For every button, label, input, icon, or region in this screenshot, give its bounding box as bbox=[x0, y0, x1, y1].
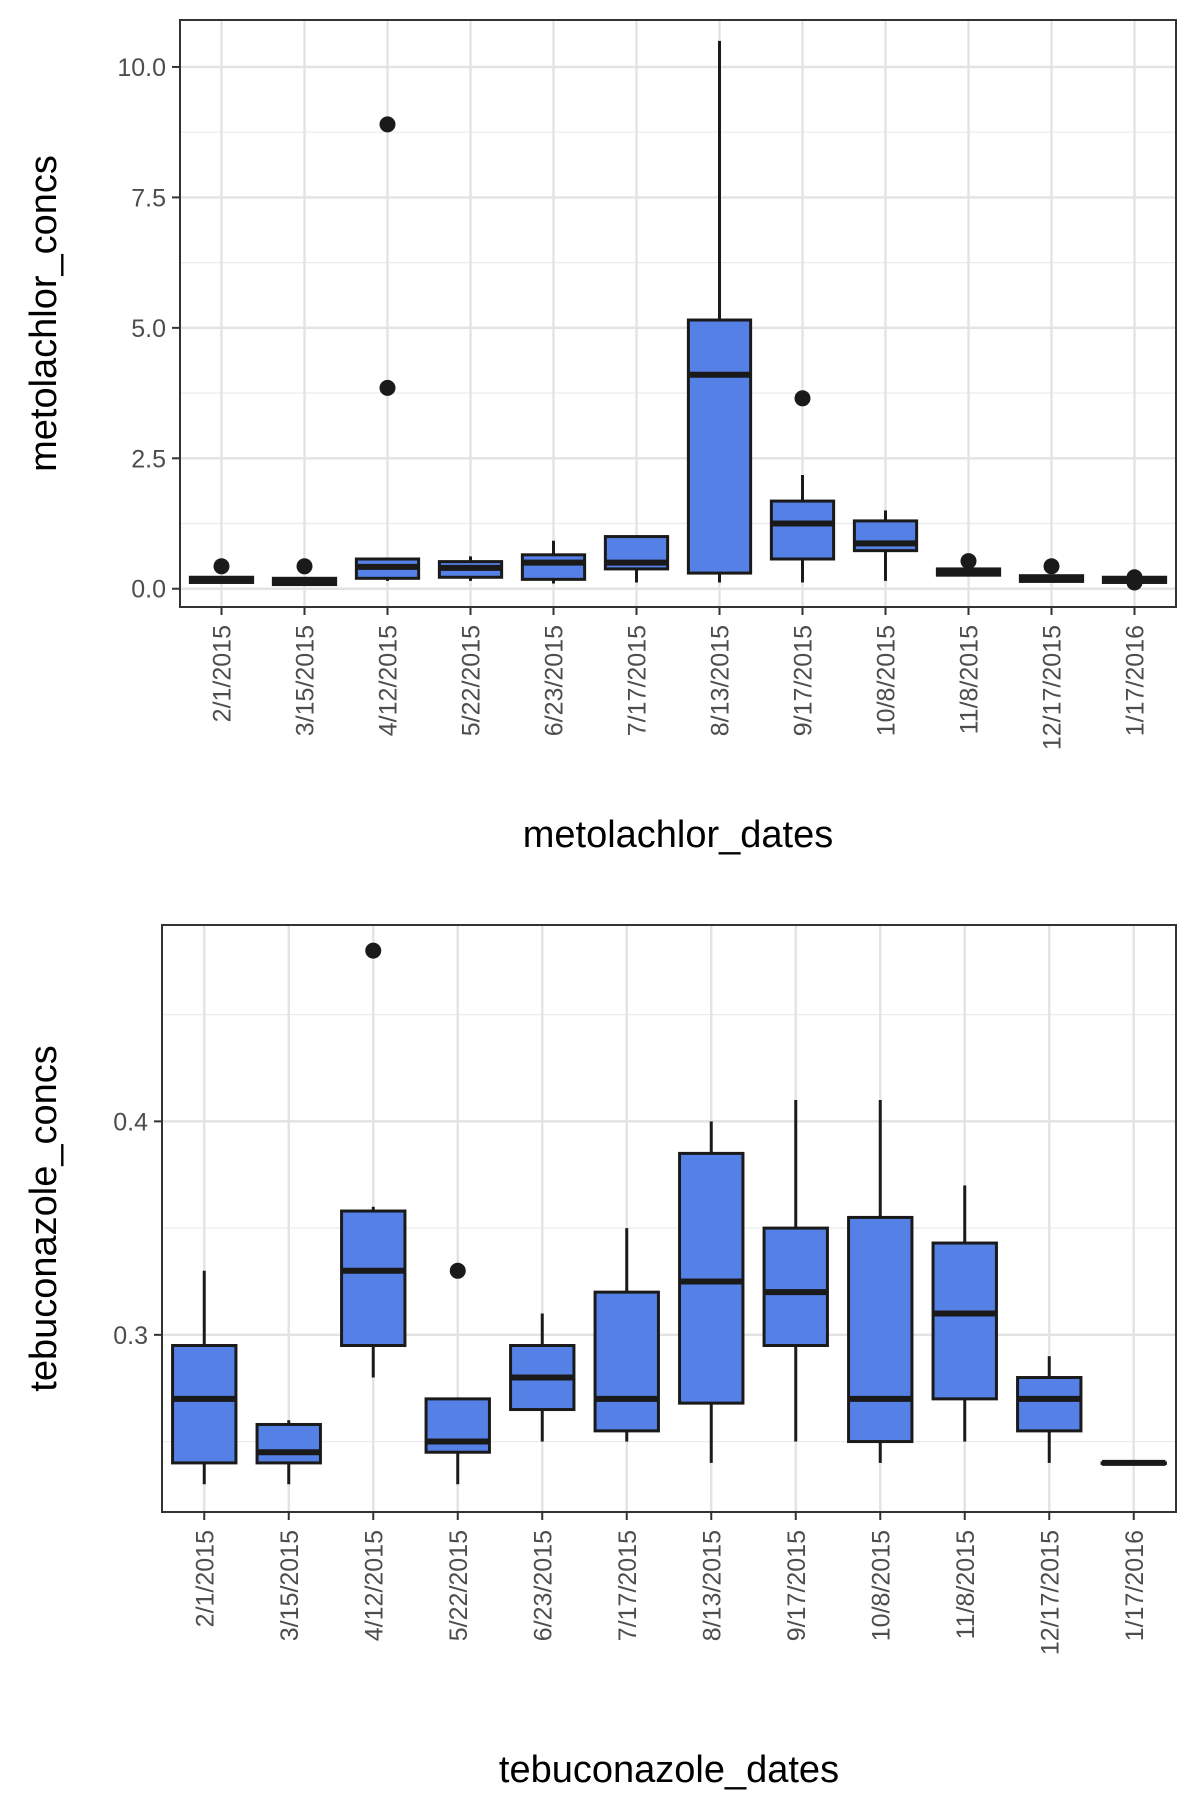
x-tick-label: 6/23/2015 bbox=[541, 625, 569, 736]
box-body bbox=[769, 499, 836, 561]
box-1/17/2016 bbox=[1100, 1459, 1167, 1466]
y-tick-label: 10.0 bbox=[117, 54, 166, 82]
outlier-point bbox=[365, 942, 382, 959]
x-tick-label: 4/12/2015 bbox=[375, 625, 403, 736]
x-tick-label: 3/15/2015 bbox=[292, 625, 320, 736]
x-tick-label: 12/17/2015 bbox=[1039, 625, 1067, 750]
box-7/17/2015 bbox=[603, 535, 670, 583]
x-tick-label: 7/17/2015 bbox=[624, 625, 652, 736]
box-body bbox=[340, 1209, 407, 1348]
outlier-point bbox=[960, 553, 977, 570]
box-3/15/2015 bbox=[271, 558, 338, 587]
x-tick-label: 4/12/2015 bbox=[360, 1530, 388, 1641]
outlier-point bbox=[794, 390, 811, 407]
y-tick-label: 2.5 bbox=[131, 445, 166, 473]
box-3/15/2015 bbox=[255, 1420, 322, 1485]
y-tick-label: 7.5 bbox=[131, 184, 166, 212]
x-tick-label: 5/22/2015 bbox=[458, 625, 486, 736]
x-axis-title: tebuconazole_dates bbox=[499, 1749, 839, 1791]
x-tick-label: 2/1/2015 bbox=[191, 1530, 219, 1627]
plot-border bbox=[179, 19, 1177, 608]
y-tick-label: 0.3 bbox=[113, 1322, 148, 1350]
box-body bbox=[686, 318, 753, 575]
box-6/23/2015 bbox=[520, 540, 587, 584]
x-tick-label: 7/17/2015 bbox=[614, 1530, 642, 1641]
plot-background bbox=[162, 925, 1176, 1512]
x-tick-label: 10/8/2015 bbox=[873, 625, 901, 736]
metolachlor-box-plot: 0.0 2.5 5.0 7.5 10.0 2/1/2015 3/15/2015 4/12/20… bbox=[23, 19, 1177, 856]
box-7/17/2015 bbox=[593, 1228, 660, 1442]
outlier-point bbox=[296, 558, 313, 575]
box-5/22/2015 bbox=[437, 556, 504, 581]
x-tick-label: 8/13/2015 bbox=[707, 625, 735, 736]
box-body bbox=[762, 1226, 829, 1348]
y-tick-label: 5.0 bbox=[131, 315, 166, 343]
box-10/8/2015 bbox=[847, 1100, 914, 1463]
y-tick-label: 0.0 bbox=[131, 576, 166, 604]
x-tick-label: 3/15/2015 bbox=[276, 1530, 304, 1641]
box-9/17/2015 bbox=[762, 1100, 829, 1442]
box-2/1/2015 bbox=[188, 558, 255, 584]
box-body bbox=[847, 1215, 914, 1444]
x-tick-label: 11/8/2015 bbox=[956, 625, 984, 734]
box-12/17/2015 bbox=[1016, 1356, 1083, 1463]
outlier-point bbox=[1126, 574, 1143, 591]
plot-background bbox=[180, 20, 1176, 607]
x-tick-label: 9/17/2015 bbox=[783, 1530, 811, 1641]
outlier-point bbox=[213, 558, 230, 575]
box-4/12/2015 bbox=[340, 942, 407, 1378]
box-4/12/2015 bbox=[354, 116, 421, 581]
y-axis-title: tebuconazole_concs bbox=[23, 1045, 65, 1391]
box-8/13/2015 bbox=[686, 40, 753, 583]
box-body bbox=[931, 1241, 998, 1401]
outlier-point bbox=[449, 1262, 466, 1279]
box-8/13/2015 bbox=[678, 1121, 745, 1463]
outlier-point bbox=[379, 116, 396, 133]
tebuconazole-box-plot: 0.3 0.4 2/1/2015 3/15/2015 4/12/2015 5/22/201… bbox=[23, 924, 1177, 1791]
box-body bbox=[678, 1151, 745, 1405]
x-axis-title: metolachlor_dates bbox=[523, 814, 834, 856]
x-tick-label: 12/17/2015 bbox=[1036, 1530, 1064, 1655]
x-tick-label: 9/17/2015 bbox=[790, 625, 818, 736]
outlier-point bbox=[1043, 558, 1060, 575]
box-body bbox=[520, 553, 587, 581]
box-5/22/2015 bbox=[424, 1262, 491, 1485]
box-body bbox=[1016, 1376, 1083, 1433]
x-tick-label: 1/17/2016 bbox=[1122, 625, 1150, 736]
box-11/8/2015 bbox=[931, 1185, 998, 1442]
box-9/17/2015 bbox=[769, 390, 836, 583]
box-10/8/2015 bbox=[852, 510, 919, 581]
x-tick-label: 1/17/2016 bbox=[1121, 1530, 1149, 1641]
box-6/23/2015 bbox=[509, 1313, 576, 1442]
x-tick-label: 6/23/2015 bbox=[529, 1530, 557, 1641]
plot-border bbox=[161, 924, 1177, 1513]
x-tick-label: 11/8/2015 bbox=[952, 1530, 980, 1639]
x-tick-label: 5/22/2015 bbox=[445, 1530, 473, 1641]
x-tick-label: 10/8/2015 bbox=[867, 1530, 895, 1641]
box-1/17/2016 bbox=[1101, 569, 1168, 591]
x-tick-label: 2/1/2015 bbox=[209, 625, 237, 722]
box-body bbox=[255, 1422, 322, 1465]
box-2/1/2015 bbox=[171, 1270, 238, 1485]
y-tick-label: 0.4 bbox=[113, 1108, 148, 1136]
x-tick-label: 8/13/2015 bbox=[698, 1530, 726, 1641]
box-12/17/2015 bbox=[1018, 558, 1085, 583]
outlier-point bbox=[379, 379, 396, 396]
box-body bbox=[593, 1290, 660, 1433]
box-11/8/2015 bbox=[935, 553, 1002, 577]
box-body bbox=[171, 1344, 238, 1465]
y-axis-title: metolachlor_concs bbox=[23, 155, 65, 472]
